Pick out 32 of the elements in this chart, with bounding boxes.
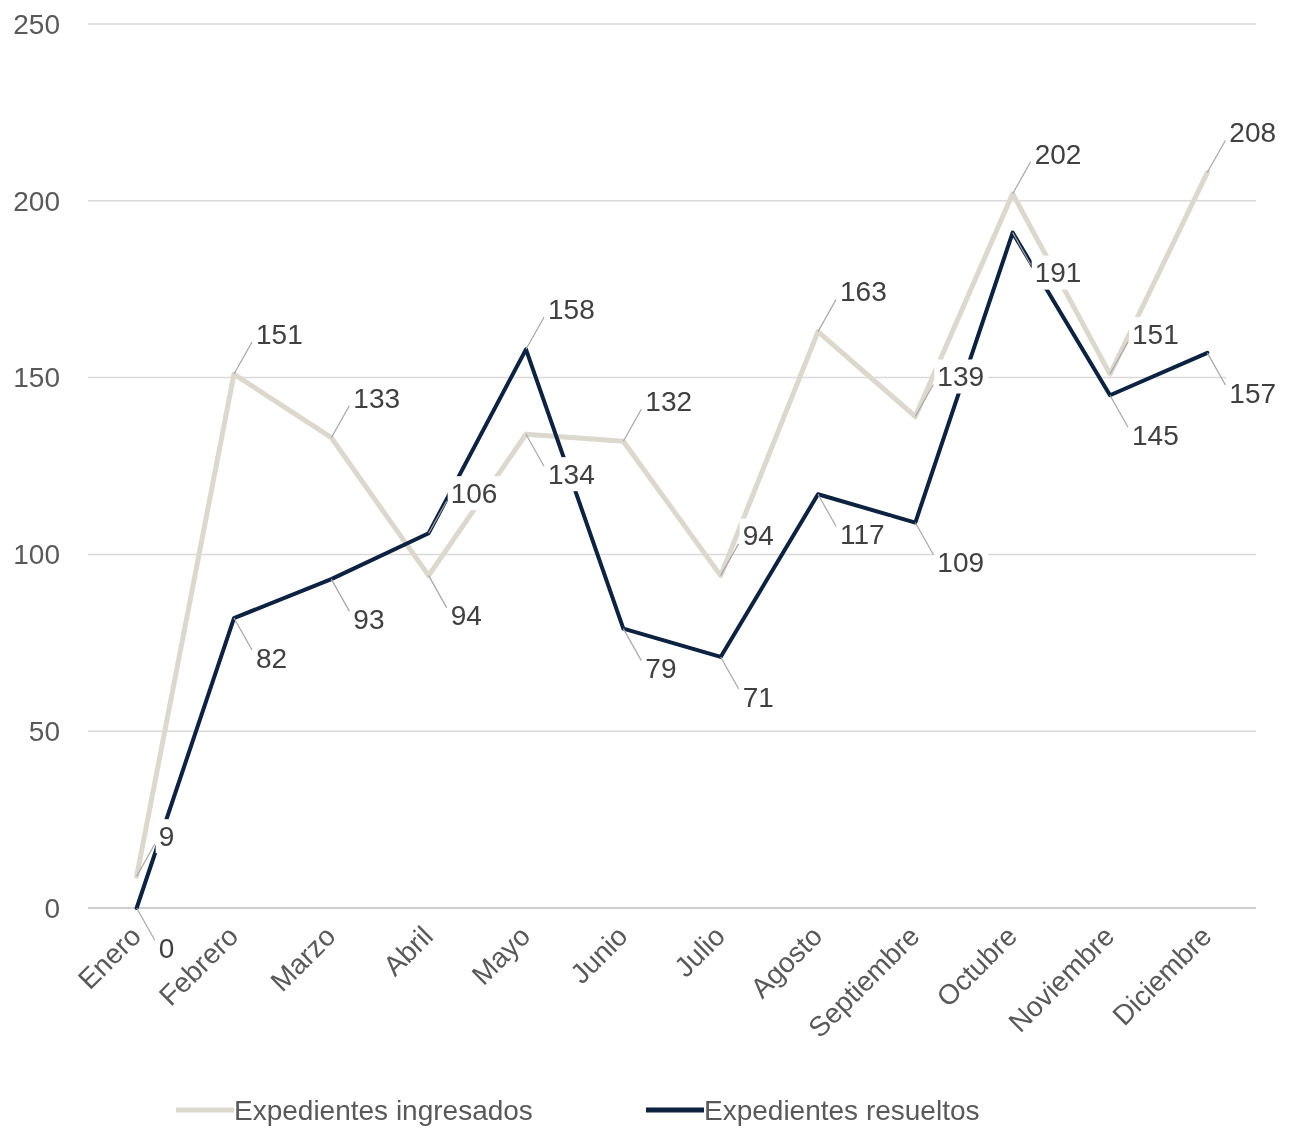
data-label: 94 [450,600,482,632]
legend-label: Expedientes ingresados [234,1094,533,1126]
data-label: 133 [353,382,401,414]
data-label: 151 [1132,318,1179,350]
data-label: 79 [645,653,677,685]
data-label: 163 [840,276,887,308]
data-label: 106 [450,477,498,509]
data-label: 93 [353,603,385,635]
data-label: 134 [548,458,595,490]
data-label: 208 [1229,117,1277,149]
y-tick-label: 0 [44,892,60,924]
y-tick-label: 100 [13,539,60,571]
x-tick-label: Julio [668,920,731,983]
data-label: 151 [256,318,303,350]
data-label: 132 [645,386,693,418]
data-label: 94 [742,520,774,552]
data-label: 202 [1034,138,1082,170]
data-label: 82 [256,642,288,674]
y-tick-label: 50 [28,716,60,747]
legend-label: Expedientes resueltos [704,1094,980,1126]
data-label: 191 [1034,257,1082,289]
y-tick-label: 200 [13,185,60,217]
data-label: 158 [548,294,595,326]
data-label: 71 [742,681,774,713]
y-tick-label: 150 [13,362,60,394]
y-tick-label: 250 [13,8,60,40]
data-label: 139 [937,361,985,393]
data-label: 9 [158,820,175,852]
data-label: 109 [937,547,985,579]
data-label: 117 [840,519,885,551]
data-label: 145 [1132,420,1179,452]
data-label: 157 [1229,377,1277,409]
